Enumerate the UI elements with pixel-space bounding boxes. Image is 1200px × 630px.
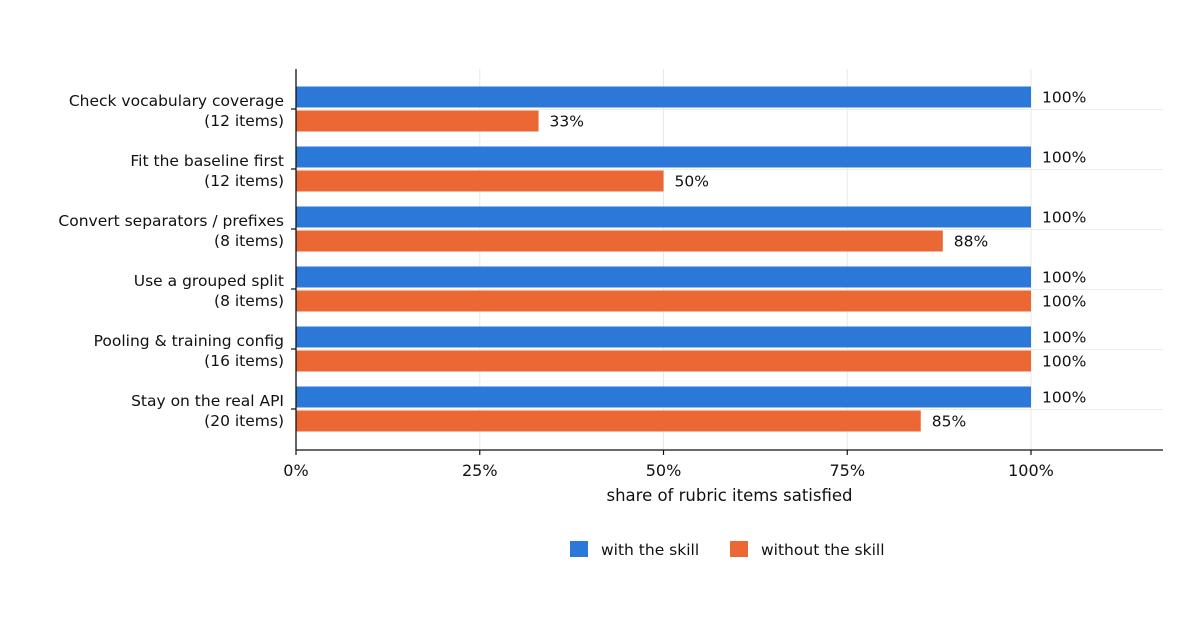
y-tick-label: Use a grouped split [134,272,284,290]
y-tick-label: (8 items) [214,232,284,250]
y-tick-label: Pooling & training config [94,332,284,350]
y-tick-label: Stay on the real API [131,392,284,410]
x-tick-label: 100% [1008,461,1054,480]
bar-value-label: 85% [932,413,966,431]
value-labels: 100% 100% 100% 100% 100% 100% 33% 50% 88% 100% 100… [550,89,1087,431]
bar [296,386,1031,408]
bar-value-label: 100% [1042,209,1086,227]
bar [296,146,1031,168]
legend-label: without the skill [761,541,885,559]
bar-value-label: 100% [1042,293,1086,311]
bar [296,86,1031,108]
bar [296,206,1031,228]
y-tick-label: (12 items) [204,112,284,130]
bar-value-label: 100% [1042,269,1086,287]
x-tick-label: 75% [829,461,865,480]
legend-swatch [730,541,748,557]
bar-value-label: 100% [1042,353,1086,371]
bar [296,350,1031,372]
bar [296,170,664,192]
x-tick-label: 25% [462,461,498,480]
bar [296,266,1031,288]
y-tick-label: Check vocabulary coverage [69,92,284,110]
bar [296,230,943,252]
bar [296,110,539,132]
bars [296,86,1031,432]
bar-value-label: 50% [675,173,709,191]
legend-label: with the skill [601,541,699,559]
bar-value-label: 100% [1042,389,1086,407]
legend: with the skill without the skill [570,541,885,559]
y-tick-label: Fit the baseline first [130,152,284,170]
y-tick-label: (8 items) [214,292,284,310]
x-tick-labels: 0% 25% 50% 75% 100% [283,450,1054,480]
x-axis-label: share of rubric items satisfied [606,486,852,505]
bar [296,326,1031,348]
legend-swatch [570,541,588,557]
bar-value-label: 33% [550,113,584,131]
bar-value-label: 100% [1042,329,1086,347]
bar [296,410,921,432]
grid-lines [296,69,1163,450]
y-tick-label: (12 items) [204,172,284,190]
axes [295,69,1163,451]
x-tick-label: 0% [283,461,308,480]
bar-value-label: 88% [954,233,988,251]
y-tick-label: (16 items) [204,352,284,370]
bar [296,290,1031,312]
bar-value-label: 100% [1042,89,1086,107]
y-tick-label: Convert separators / prefixes [58,212,284,230]
y-tick-labels: Check vocabulary coverage (12 items) Fit t… [58,92,296,430]
y-tick-label: (20 items) [204,412,284,430]
bar-value-label: 100% [1042,149,1086,167]
x-tick-label: 50% [646,461,682,480]
